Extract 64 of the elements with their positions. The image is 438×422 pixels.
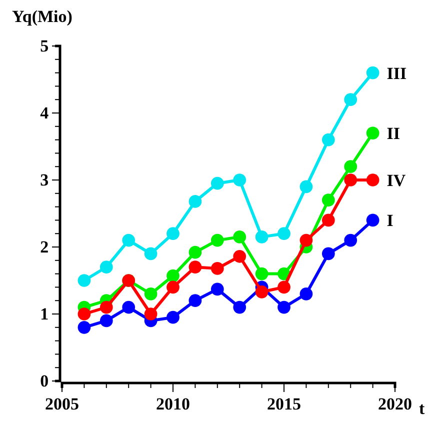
point [300, 234, 313, 247]
series-label: III [386, 64, 408, 83]
point [322, 214, 335, 227]
y-tick-label: 3 [40, 170, 49, 190]
point [255, 285, 268, 298]
point [233, 174, 246, 186]
series-label: IV [386, 171, 406, 190]
point [144, 308, 158, 320]
point [366, 126, 380, 140]
point [122, 234, 136, 247]
point [210, 262, 224, 275]
point [255, 267, 268, 280]
x-tick-label: 2005 [45, 394, 79, 414]
point [344, 160, 358, 174]
point [166, 269, 180, 282]
y-tick-label: 0 [40, 371, 49, 390]
point [122, 300, 136, 314]
point [322, 194, 335, 207]
point [322, 133, 335, 146]
point [233, 250, 246, 263]
x-axis-title: t [419, 399, 425, 418]
x-tick-label: 2010 [156, 394, 190, 414]
point [300, 180, 313, 194]
point [166, 227, 180, 240]
point [188, 260, 202, 274]
point [166, 310, 180, 324]
point [100, 314, 113, 328]
point [100, 300, 113, 314]
series-label: I [386, 211, 394, 230]
point [78, 320, 91, 334]
point [78, 308, 91, 320]
point [210, 282, 224, 296]
y-tick-label: 1 [40, 304, 49, 324]
point [344, 234, 358, 247]
point [344, 93, 358, 106]
point [233, 300, 246, 314]
point [300, 287, 313, 300]
point [188, 195, 202, 208]
point [366, 174, 380, 186]
y-tick-label: 5 [40, 36, 49, 56]
x-tick-label: 2015 [267, 394, 301, 414]
point [144, 247, 158, 260]
point [78, 274, 91, 287]
point [166, 280, 180, 294]
point [344, 174, 358, 186]
point [255, 230, 268, 244]
y-axis-title: Yq(Mio) [12, 7, 72, 26]
y-tick-label: 4 [40, 103, 50, 122]
point [278, 227, 290, 240]
point [278, 300, 290, 314]
point [210, 234, 224, 247]
series-label: II [386, 124, 400, 144]
point [233, 230, 246, 244]
point [278, 280, 290, 294]
point [322, 247, 335, 260]
x-tick-label: 2020 [378, 394, 412, 414]
point [144, 287, 158, 300]
point [188, 246, 202, 259]
y-tick-label: 2 [40, 237, 49, 256]
point [210, 176, 224, 190]
point [366, 66, 380, 80]
point [366, 214, 380, 227]
point [188, 294, 202, 308]
point [100, 260, 113, 274]
